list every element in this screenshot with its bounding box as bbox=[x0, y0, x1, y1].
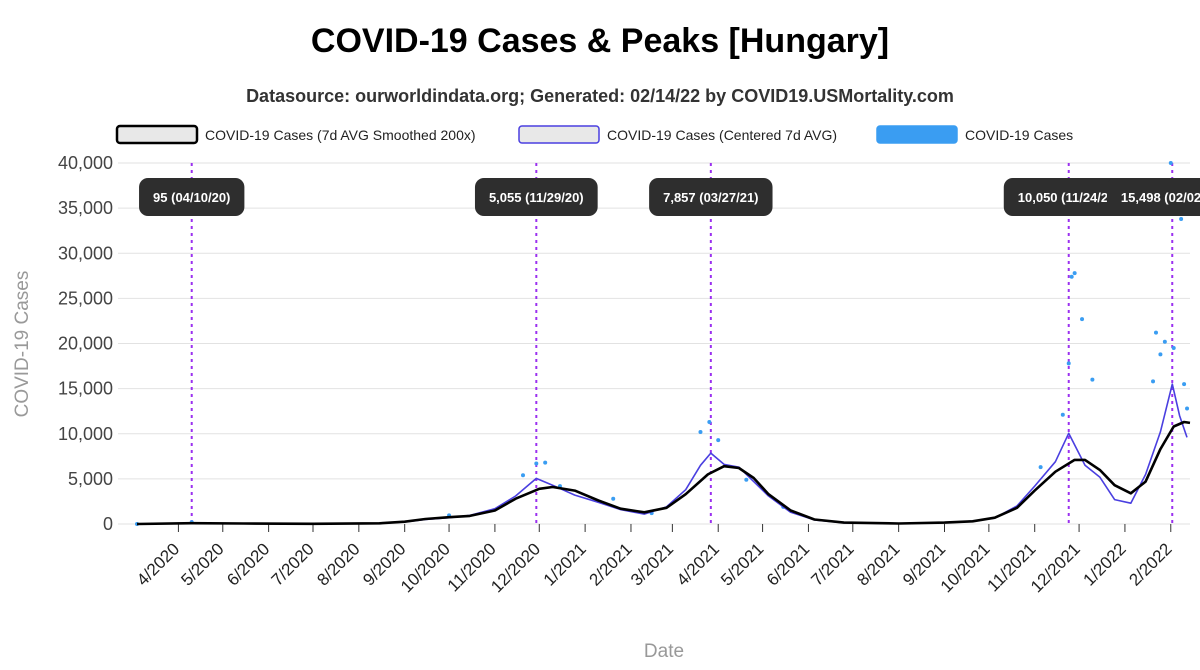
daily-case-point bbox=[1168, 161, 1173, 165]
x-tick-label: 1/2022 bbox=[1080, 539, 1130, 589]
chart-legend: COVID-19 Cases (7d AVG Smoothed 200x) COV… bbox=[115, 124, 1073, 145]
daily-case-point bbox=[1069, 274, 1074, 279]
x-tick-label: 8/2020 bbox=[313, 539, 363, 589]
daily-case-point bbox=[1151, 379, 1156, 384]
series-lines bbox=[136, 383, 1191, 526]
y-tick-label: 15,000 bbox=[58, 379, 113, 399]
x-tick-label: 6/2021 bbox=[763, 539, 813, 589]
peak-label-box bbox=[139, 178, 245, 216]
daily-case-point bbox=[698, 429, 703, 434]
daily-case-point bbox=[543, 460, 548, 465]
daily-case-point bbox=[1153, 330, 1158, 335]
x-tick-label: 6/2020 bbox=[223, 539, 273, 589]
x-tick-label: 12/2020 bbox=[487, 539, 544, 596]
x-tick-label: 1/2021 bbox=[540, 539, 590, 589]
peak-label-box bbox=[649, 178, 773, 216]
daily-case-point bbox=[716, 438, 721, 443]
smoothed-avg-line bbox=[136, 420, 1191, 526]
y-axis-ticks: 0 5,000 10,000 15,000 20,000 25,000 30,000 35,0… bbox=[58, 153, 113, 534]
daily-case-point bbox=[1038, 465, 1043, 470]
daily-case-point bbox=[611, 496, 616, 501]
x-tick-label: 5/2020 bbox=[177, 539, 227, 589]
x-tick-label: 7/2021 bbox=[807, 539, 857, 589]
x-tick-label: 3/2021 bbox=[627, 539, 677, 589]
peak-label-text: 95 (04/10/20) bbox=[153, 190, 230, 205]
y-tick-label: 20,000 bbox=[58, 334, 113, 354]
daily-case-point bbox=[521, 473, 526, 478]
centered-7d-avg-line bbox=[136, 383, 1188, 525]
daily-case-point bbox=[1080, 317, 1085, 322]
legend-label: COVID-19 Cases (Centered 7d AVG) bbox=[607, 127, 837, 143]
peak-label: 15,498 (02/02/22) bbox=[1106, 178, 1200, 216]
peak-label: 10,050 (11/24/21) bbox=[1003, 178, 1134, 216]
legend-swatch bbox=[518, 125, 600, 144]
daily-case-point bbox=[1179, 216, 1184, 221]
daily-case-point bbox=[707, 420, 712, 425]
daily-case-point bbox=[1090, 377, 1095, 382]
x-tick-label: 2/2022 bbox=[1125, 539, 1175, 589]
legend-swatch bbox=[115, 124, 199, 145]
x-tick-label: 7/2020 bbox=[268, 539, 318, 589]
peak-label: 5,055 (11/29/20) bbox=[474, 178, 598, 216]
daily-case-point bbox=[1182, 382, 1187, 387]
daily-case-point bbox=[1060, 412, 1065, 417]
x-axis-label: Date bbox=[644, 641, 684, 662]
peak-label: 7,857 (03/27/21) bbox=[649, 178, 773, 216]
legend-label: COVID-19 Cases (7d AVG Smoothed 200x) bbox=[205, 127, 476, 143]
y-tick-label: 40,000 bbox=[58, 153, 113, 173]
peak-label-text: 7,857 (03/27/21) bbox=[663, 190, 758, 205]
grid-lines bbox=[118, 162, 1190, 525]
y-tick-label: 30,000 bbox=[58, 243, 113, 263]
peak-label-box bbox=[1106, 178, 1200, 216]
y-tick-label: 5,000 bbox=[68, 469, 113, 489]
chart-title: COVID-19 Cases & Peaks [Hungary] bbox=[310, 22, 890, 60]
daily-case-point bbox=[744, 477, 749, 482]
legend-swatch bbox=[876, 125, 958, 144]
legend-label: COVID-19 Cases bbox=[965, 127, 1073, 143]
x-tick-label: 5/2021 bbox=[717, 539, 767, 589]
x-tick-label: 10/2020 bbox=[397, 539, 454, 596]
peak-label-text: 5,055 (11/29/20) bbox=[489, 190, 584, 205]
x-tick-label: 4/2021 bbox=[673, 539, 723, 589]
peak-label-box bbox=[474, 178, 598, 216]
x-axis-ticks: 4/20205/20206/20207/20208/20209/202010/2… bbox=[133, 524, 1176, 596]
daily-case-point bbox=[1072, 271, 1077, 276]
x-tick-label: 8/2021 bbox=[853, 539, 903, 589]
peak-label: 95 (04/10/20) bbox=[139, 178, 245, 216]
daily-case-point bbox=[534, 461, 539, 466]
x-tick-label: 12/2021 bbox=[1027, 539, 1084, 596]
daily-case-point bbox=[1158, 352, 1163, 357]
x-tick-label: 4/2020 bbox=[133, 539, 183, 589]
y-tick-label: 0 bbox=[103, 514, 113, 534]
peak-label-text: 10,050 (11/24/21) bbox=[1018, 190, 1120, 205]
peak-label-text: 15,498 (02/02/22) bbox=[1121, 190, 1200, 205]
x-tick-label: 10/2021 bbox=[937, 539, 994, 596]
y-axis-label: COVID-19 Cases bbox=[12, 271, 33, 418]
daily-case-point bbox=[1066, 361, 1071, 366]
peak-labels: 95 (04/10/20) 5,055 (11/29/20) 7,857 (03/2… bbox=[139, 178, 1200, 216]
daily-case-point bbox=[1185, 406, 1190, 411]
y-tick-label: 10,000 bbox=[58, 424, 113, 444]
daily-case-point bbox=[1171, 346, 1176, 351]
x-tick-label: 2/2021 bbox=[586, 539, 636, 589]
daily-case-point bbox=[1162, 339, 1167, 344]
peak-label-box bbox=[1003, 178, 1134, 216]
y-tick-label: 35,000 bbox=[58, 198, 113, 218]
chart-subtitle: Datasource: ourworldindata.org; Generate… bbox=[246, 86, 954, 106]
y-tick-label: 25,000 bbox=[58, 288, 113, 308]
